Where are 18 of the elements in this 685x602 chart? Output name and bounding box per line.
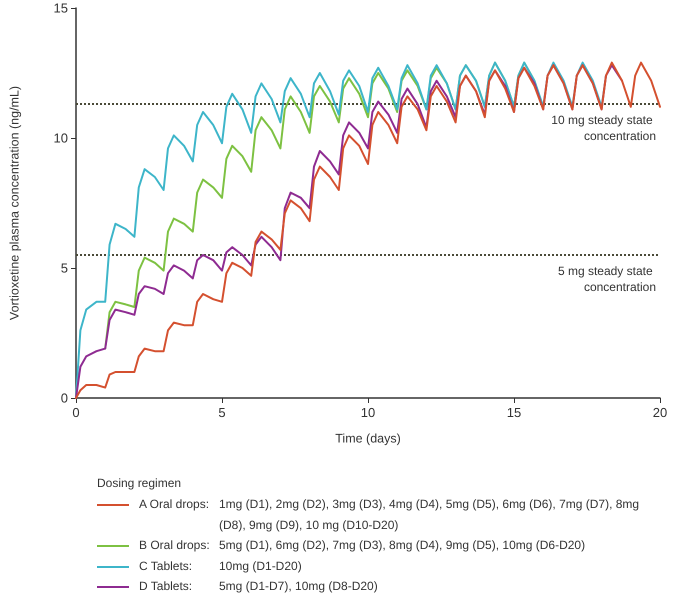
- y-axis-title: Vortioxetine plasma concentration (ng/mL): [8, 86, 22, 320]
- x-tick-label: 5: [218, 405, 226, 420]
- text: D Tablets: 5mg (D1-D7), 10mg (D8-D20): [139, 579, 378, 593]
- ref-line-label: 5 mg steady state concentration: [558, 264, 656, 294]
- ref-line-label: 10 mg steady state concentration: [551, 113, 656, 144]
- x-tick-label: 20: [652, 405, 668, 420]
- y-tick-label: 10: [54, 130, 68, 146]
- x-tick-label: 15: [506, 405, 522, 420]
- text: C Tablets: 10mg (D1-D20): [139, 558, 302, 572]
- y-tick-label: 5: [60, 260, 68, 276]
- y-tick-label: 15: [54, 0, 68, 16]
- x-axis-title: Time (days): [335, 432, 401, 446]
- y-tick-label: 0: [60, 390, 68, 406]
- legend-label: A Oral drops: 1mg (D1), 2mg (D2), 3mg (D3), 4mg (D4), 5mg (D5), 6mg (D6), 7mg (D7), 8mg (D8), 9mg (D9), 10 mg (D10-D20): [139, 496, 640, 534]
- legend-title: Dosing regimen: [97, 476, 182, 490]
- legend-label: B Oral drops: 5mg (D1), 6mg (D2), 7mg (D3), 8mg (D4), 9mg (D5), 10mg (D6-D20): [139, 537, 586, 554]
- x-tick-label: 10: [360, 405, 376, 420]
- x-tick-label: 0: [72, 405, 80, 420]
